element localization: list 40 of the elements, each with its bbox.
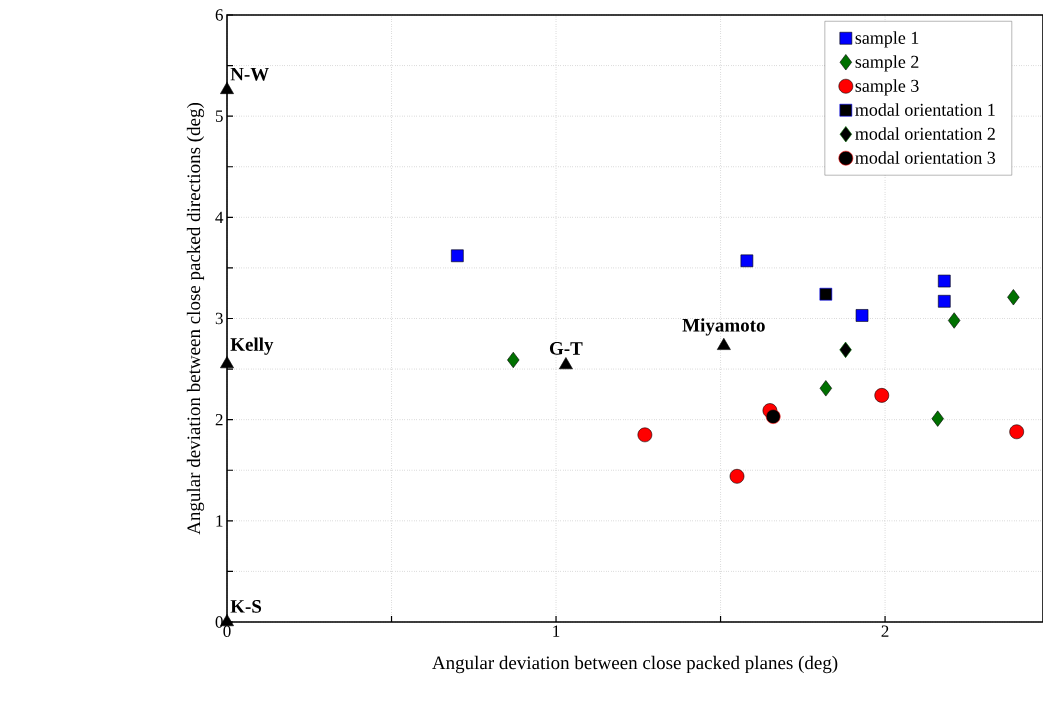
annotation: Kelly (230, 337, 274, 355)
legend-label: sample 3 (855, 79, 919, 96)
annotation: G-T (549, 342, 583, 355)
point (874, 388, 890, 403)
legend-label: sample 1 (855, 31, 919, 48)
legend-label: modal orientation 2 (855, 127, 995, 140)
y-tick-label: 3 (215, 312, 223, 325)
point (1007, 289, 1020, 306)
y-tick-label: 4 (215, 211, 224, 223)
point (855, 309, 869, 322)
point (819, 380, 832, 397)
y-axis-title: Angular deviation between close packed directions (deg) (186, 102, 205, 535)
legend-label: modal orientation 3 (855, 151, 996, 164)
point (220, 356, 234, 369)
point (948, 312, 961, 329)
point (819, 287, 833, 301)
y-tick-label: 1 (216, 515, 223, 527)
annotation: Miyamoto (682, 318, 765, 336)
point (839, 341, 852, 358)
point (729, 469, 745, 484)
point (740, 254, 754, 268)
point (937, 274, 951, 288)
legend-label: modal orientation 1 (855, 103, 995, 116)
point (637, 427, 653, 443)
point (451, 249, 464, 263)
point (765, 409, 781, 424)
y-tick-label: 5 (215, 110, 223, 122)
x-tick-label: 1 (553, 625, 560, 637)
y-tick-label: 6 (215, 9, 223, 21)
point (931, 410, 944, 427)
point (937, 294, 951, 308)
point (507, 351, 520, 369)
annotation: K-S (230, 600, 262, 613)
x-axis-title: Angular deviation between close packed planes (deg) (432, 655, 838, 674)
legend-label: sample 2 (855, 55, 919, 72)
y-tick-label: 2 (215, 414, 223, 426)
annotation: N-W (230, 67, 269, 81)
point (559, 357, 573, 370)
point (1009, 424, 1024, 440)
x-tick-label: 2 (881, 625, 889, 637)
